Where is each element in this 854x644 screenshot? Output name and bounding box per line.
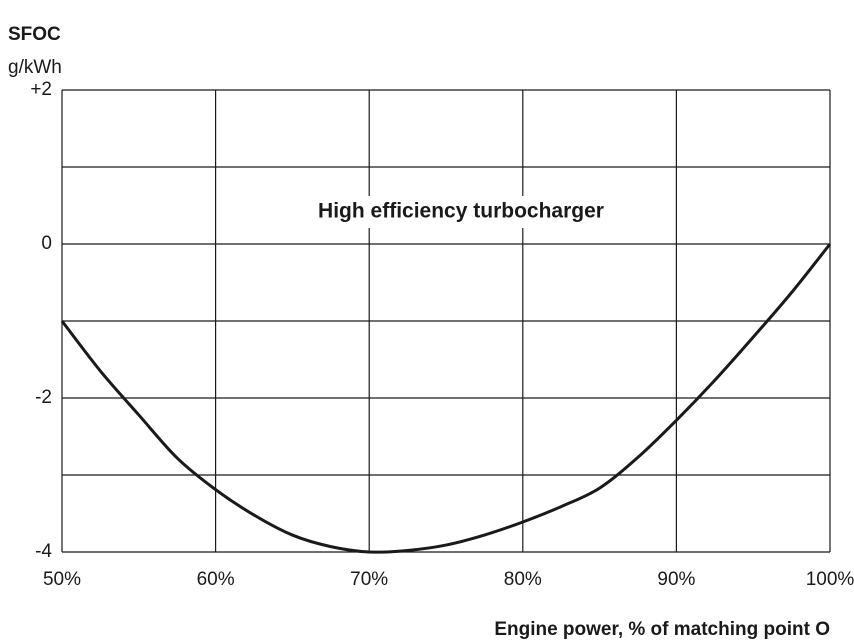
x-tick-label: 90% <box>657 569 695 590</box>
y-axis-unit: g/kWh <box>8 57 62 78</box>
x-tick-label: 70% <box>350 569 388 590</box>
x-tick-label: 100% <box>806 569 854 590</box>
y-tick-label: +2 <box>30 79 52 100</box>
line <box>60 243 832 554</box>
y-tick-label: -4 <box>35 541 52 562</box>
annotation-background <box>271 196 651 228</box>
y-axis-title: SFOC <box>8 24 61 45</box>
y-tick-label: 0 <box>41 233 52 254</box>
x-tick-label: 80% <box>504 569 542 590</box>
x-axis-title: Engine power, % of matching point O <box>494 619 830 640</box>
x-tick-label: 50% <box>43 569 81 590</box>
y-tick-label: -2 <box>35 387 52 408</box>
annotation: High efficiency turbocharger <box>318 200 604 223</box>
x-tick-label: 60% <box>197 569 235 590</box>
